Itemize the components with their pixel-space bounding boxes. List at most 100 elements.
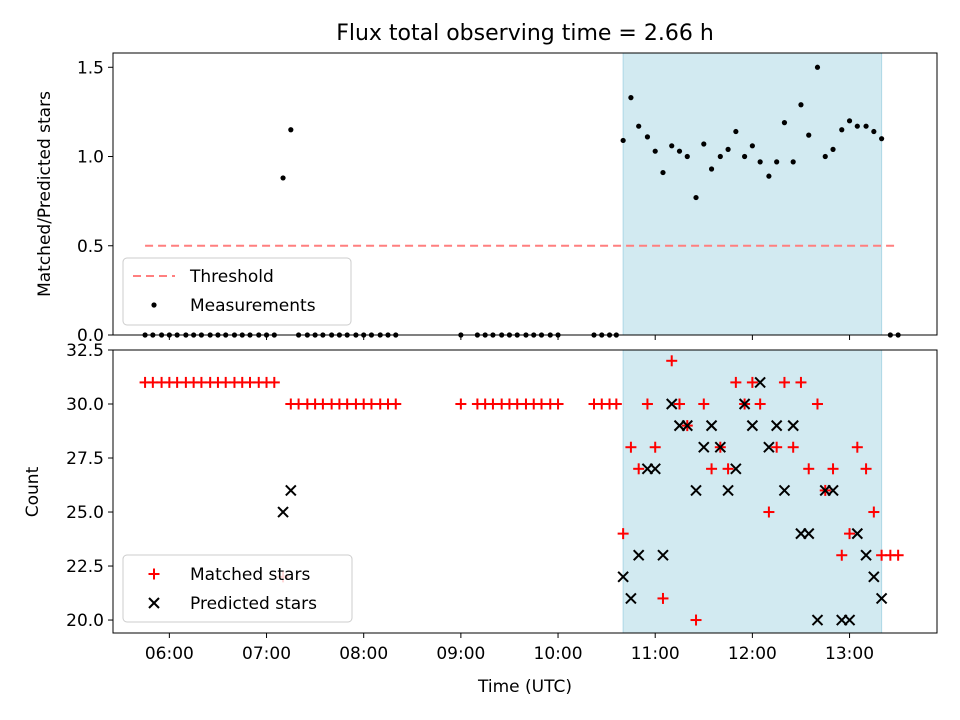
predicted-star-point — [738, 398, 751, 410]
x-tick-label: 12:00 — [728, 644, 777, 664]
measurement-point — [708, 166, 715, 172]
predicted-star-point — [649, 463, 661, 475]
legend-matched-marker — [148, 568, 160, 580]
matched-star-point — [641, 398, 653, 410]
predicted-star-point — [714, 441, 727, 453]
predicted-star-point — [787, 419, 799, 432]
x-tick-label: 09:00 — [436, 644, 485, 664]
x-tick-label: 13:00 — [825, 644, 874, 664]
legend-threshold-label: Threshold — [189, 267, 274, 287]
x-axis-label: Time (UTC) — [477, 677, 572, 697]
measurement-point — [766, 173, 772, 179]
matched-star-point — [657, 592, 669, 604]
matched-star-point — [674, 398, 685, 410]
predicted-star-point — [811, 614, 824, 626]
matched-star-point — [552, 398, 564, 410]
matched-star-point — [617, 528, 629, 540]
chart-title: Flux total observing time = 2.66 h — [336, 21, 714, 46]
measurement-point — [636, 123, 642, 129]
measurement-point — [854, 123, 860, 129]
legend-predicted-marker — [148, 597, 160, 609]
matched-star-point — [868, 506, 880, 518]
predicted-star-point — [763, 441, 775, 453]
x-tick-label: 11:00 — [631, 644, 680, 664]
measurement-point — [717, 153, 723, 160]
bottom-panel: 20.0 22.5 25.0 27.5 30.0 32.5 06:00 07:00 08:00… — [23, 341, 938, 697]
matched-star-point — [787, 441, 799, 453]
measurement-point — [846, 118, 853, 124]
measurement-point — [863, 123, 869, 129]
predicted-star-point — [875, 592, 888, 605]
predicted-star-point — [277, 506, 289, 518]
top-y-axis-label: Matched/Predicted stars — [35, 91, 55, 297]
measurement-point — [774, 159, 780, 165]
measurement-point — [798, 102, 804, 108]
matched-star-point — [666, 355, 678, 367]
bottom-observing-span — [622, 349, 883, 634]
top-axes-frame — [112, 52, 938, 336]
y-tick-label: 22.5 — [66, 557, 104, 577]
matched-star-point — [811, 398, 823, 410]
measurement-point — [806, 132, 812, 138]
predicted-star-point — [868, 571, 880, 583]
matched-star-point — [649, 441, 661, 453]
matched-star-point — [803, 463, 815, 475]
measurement-point — [628, 95, 634, 101]
matched-star-point — [763, 506, 775, 518]
matched-star-point — [633, 463, 645, 475]
matched-star-point — [610, 398, 622, 410]
legend-predicted-swatch — [148, 597, 160, 609]
legend-matched-label: Matched stars — [190, 565, 310, 585]
y-tick-label: 0.0 — [77, 326, 104, 346]
measurement-point — [701, 141, 707, 147]
predicted-star-point — [285, 484, 297, 497]
matched-star-point — [827, 463, 839, 475]
predicted-star-point — [746, 419, 759, 432]
measurement-point — [669, 143, 675, 149]
measurement-point — [742, 153, 748, 160]
measurement-point — [660, 169, 666, 176]
matched-star-point — [455, 398, 467, 410]
matched-star-point — [844, 528, 856, 540]
measurement-point — [790, 159, 796, 165]
bottom-y-ticks: 20.0 22.5 25.0 27.5 30.0 32.5 — [66, 341, 113, 631]
x-tick-label: 07:00 — [242, 644, 291, 664]
top-y-ticks: 0.0 0.5 1.0 1.5 — [77, 58, 113, 346]
matched-star-point — [730, 376, 742, 388]
x-tick-label: 06:00 — [145, 644, 194, 664]
measurement-point — [757, 159, 763, 165]
top-observing-span — [622, 52, 883, 336]
matched-star-point — [836, 549, 848, 561]
predicted-star-point — [705, 419, 718, 432]
measurement-point — [693, 194, 699, 201]
legend-predicted-label: Predicted stars — [190, 594, 317, 614]
measurement-point — [733, 128, 739, 135]
bottom-legend: Matched stars Predicted stars — [122, 554, 353, 623]
matched-star-point — [892, 549, 904, 561]
count-points — [139, 355, 904, 626]
y-tick-label: 1.0 — [77, 148, 104, 168]
matched-star-point — [860, 463, 872, 475]
matched-star-point — [754, 398, 766, 410]
matched-star-point — [390, 398, 402, 410]
predicted-star-point — [827, 484, 839, 497]
matched-star-point — [778, 376, 790, 388]
predicted-star-point — [860, 549, 872, 561]
y-tick-label: 1.5 — [77, 58, 104, 78]
measurement-point — [684, 153, 690, 160]
predicted-star-point — [681, 419, 693, 432]
matched-star-point — [795, 376, 807, 388]
matched-star-point — [746, 376, 758, 388]
matched-star-point — [268, 376, 280, 388]
measurement-point — [749, 143, 755, 149]
legend-matched-swatch — [148, 568, 160, 580]
measurement-point — [781, 120, 788, 126]
measurement-point — [676, 148, 683, 154]
measurement-point — [725, 146, 731, 152]
matched-star-point — [625, 441, 637, 453]
predicted-star-point — [690, 484, 702, 497]
predicted-star-point — [657, 549, 669, 561]
predicted-star-point — [625, 592, 637, 605]
predicted-star-point — [722, 484, 734, 497]
